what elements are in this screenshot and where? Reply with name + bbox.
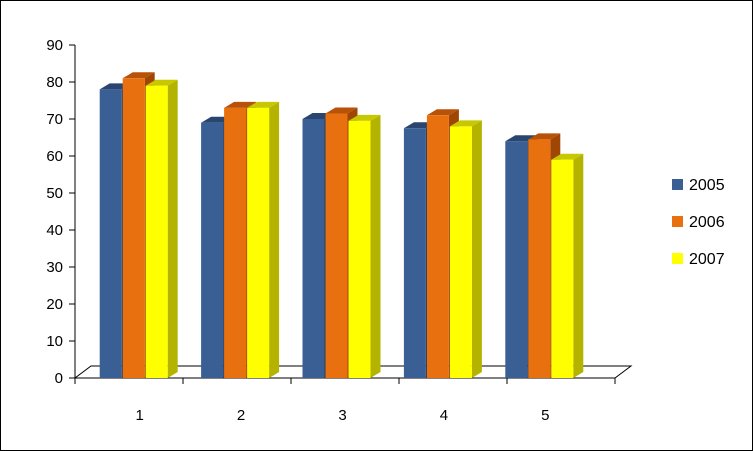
- y-tick-label: 90: [46, 37, 63, 54]
- bar-side: [573, 153, 584, 378]
- bar-front: [99, 89, 122, 379]
- legend-swatch: [672, 253, 683, 264]
- y-tick-label: 60: [46, 148, 63, 165]
- y-tick-label: 30: [46, 259, 63, 276]
- bar-top: [528, 133, 561, 140]
- legend-swatch: [672, 179, 683, 190]
- bar-front: [302, 119, 325, 378]
- bar-front: [449, 126, 472, 379]
- bar-side: [269, 101, 280, 379]
- legend-item-2005: 2005: [672, 177, 725, 194]
- bar-top: [426, 109, 459, 116]
- legend-item-2006: 2006: [672, 214, 725, 231]
- bar-front: [201, 122, 224, 378]
- bar-front: [426, 115, 449, 379]
- x-tick-label: 3: [338, 407, 346, 424]
- y-tick-label: 20: [46, 296, 63, 313]
- legend-item-2007: 2007: [672, 251, 725, 268]
- bar-top: [145, 79, 178, 86]
- bar-front: [325, 113, 348, 378]
- bar-top: [348, 114, 381, 121]
- x-tick-label: 4: [440, 407, 448, 424]
- bar-front: [348, 120, 371, 378]
- bar-top: [247, 101, 280, 108]
- bar-side: [370, 114, 381, 378]
- y-tick-label: 50: [46, 185, 63, 202]
- y-tick-label: 70: [46, 111, 63, 128]
- bar-front: [224, 107, 247, 379]
- bar-front: [528, 139, 551, 378]
- y-tick-label: 0: [55, 370, 63, 387]
- bar-2007-1: [145, 79, 178, 378]
- y-tick-label: 80: [46, 74, 63, 91]
- bar-side: [167, 79, 178, 378]
- bar-front: [247, 107, 270, 379]
- bar-2007-3: [348, 114, 381, 378]
- bar-front: [145, 85, 168, 378]
- bar-front: [403, 128, 426, 378]
- bars: [99, 72, 584, 379]
- bar-top: [325, 107, 358, 114]
- x-tick-label: 1: [136, 407, 144, 424]
- bar-2007-4: [449, 120, 482, 379]
- bar-front: [551, 159, 574, 378]
- x-tick-label: 5: [541, 407, 549, 424]
- legend: 2005 2006 2007: [672, 177, 725, 268]
- bar-side: [471, 120, 482, 379]
- y-tick-label: 40: [46, 222, 63, 239]
- bar-top: [551, 153, 584, 160]
- y-tick-label: 10: [46, 333, 63, 350]
- legend-label: 2006: [689, 214, 725, 231]
- legend-swatch: [672, 216, 683, 227]
- bar-top: [122, 72, 155, 79]
- bar-front: [122, 78, 145, 379]
- legend-label: 2007: [689, 251, 725, 268]
- axes: [69, 44, 616, 384]
- bar-top: [224, 101, 257, 108]
- bar-front: [505, 141, 528, 378]
- y-tick-labels: 0 10 20 30 40 50 60 70 80 90: [46, 37, 63, 387]
- legend-label: 2005: [689, 177, 725, 194]
- bar-2007-2: [247, 101, 280, 379]
- x-tick-label: 2: [237, 407, 245, 424]
- bar-2007-5: [551, 153, 584, 378]
- bar-top: [449, 120, 482, 127]
- x-tick-labels: 1 2 3 4 5: [136, 407, 550, 424]
